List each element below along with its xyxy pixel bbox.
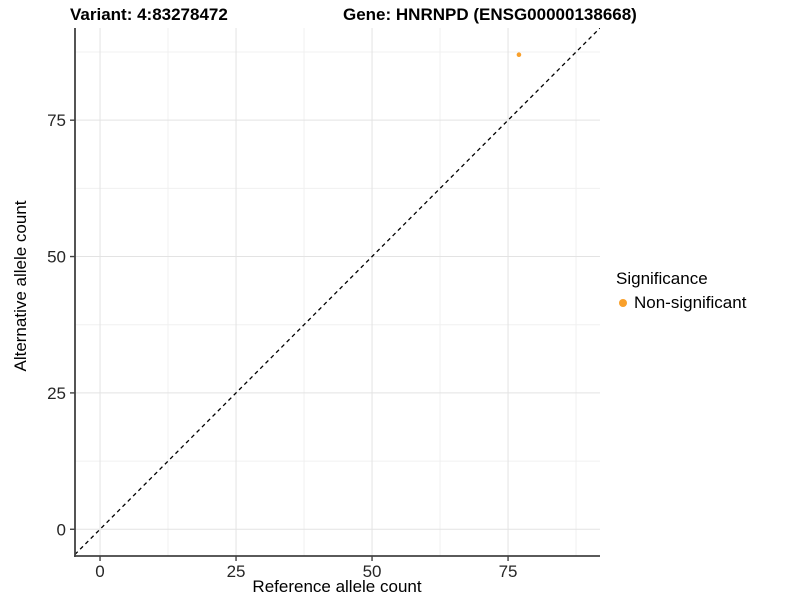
plot-title-variant: Variant: 4:83278472 [70, 5, 228, 24]
y-tick-label: 0 [57, 520, 66, 539]
legend: Significance Non-significant [613, 269, 746, 313]
identity-dashed-line [75, 28, 600, 556]
legend-point-icon [619, 299, 627, 307]
y-tick-label: 50 [47, 248, 66, 267]
x-tick-label: 0 [95, 562, 104, 581]
legend-title: Significance [616, 269, 708, 288]
legend-entry-label: Non-significant [634, 293, 747, 312]
legend-entry-non-significant: Non-significant [613, 293, 746, 313]
y-axis-title: Alternative allele count [11, 200, 30, 372]
x-tick-label: 25 [227, 562, 246, 581]
y-tick-label: 25 [47, 384, 66, 403]
data-point [516, 52, 522, 58]
x-tick-label: 75 [499, 562, 518, 581]
plot-title-gene: Gene: HNRNPD (ENSG00000138668) [343, 5, 637, 24]
y-tick-label: 75 [47, 111, 66, 130]
x-axis-title: Reference allele count [252, 577, 422, 596]
x-tick-label: 50 [363, 562, 382, 581]
